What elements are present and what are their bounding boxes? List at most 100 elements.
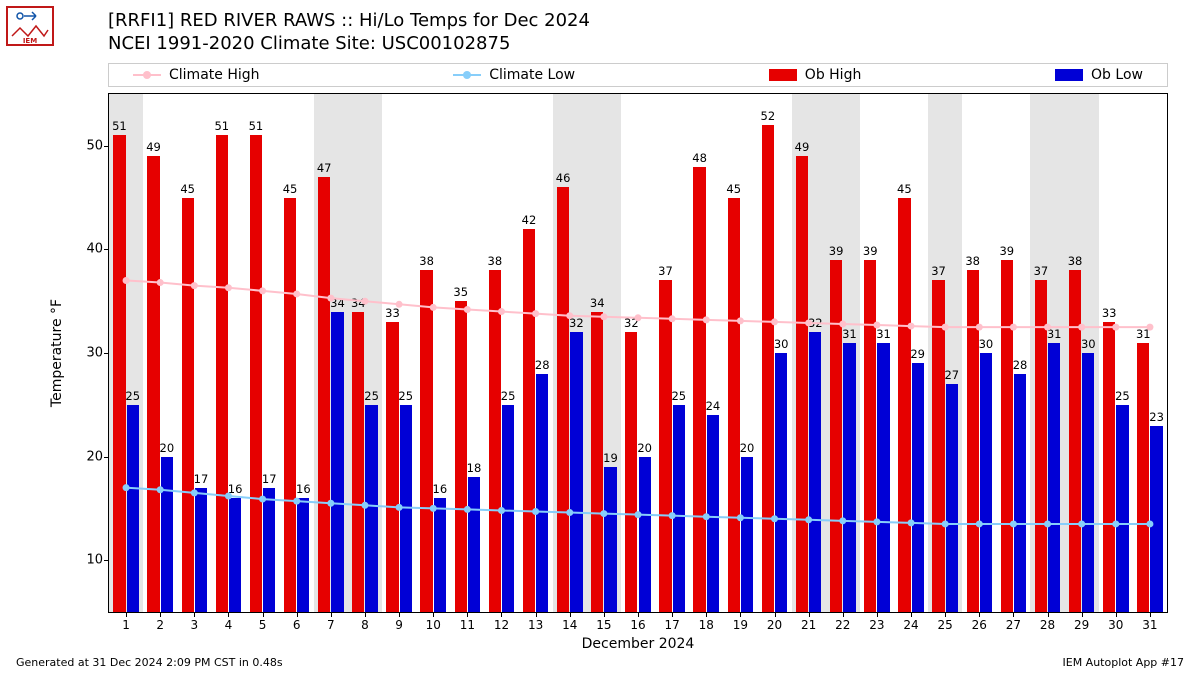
title-line-2: NCEI 1991-2020 Climate Site: USC00102875	[108, 33, 590, 56]
climate-low-marker	[737, 514, 744, 521]
climate-high-marker	[737, 317, 744, 324]
climate-high-marker	[1146, 324, 1153, 331]
x-tick	[365, 612, 366, 617]
climate-low-marker	[1078, 520, 1085, 527]
climate-high-marker	[908, 323, 915, 330]
x-tick	[945, 612, 946, 617]
climate-low-marker	[873, 518, 880, 525]
x-tick	[160, 612, 161, 617]
x-tick-label: 26	[972, 618, 987, 632]
climate-low-marker	[1146, 520, 1153, 527]
x-tick-label: 23	[869, 618, 884, 632]
legend-swatch-climate-low	[453, 74, 481, 76]
x-tick-label: 29	[1074, 618, 1089, 632]
x-tick	[263, 612, 264, 617]
x-tick	[1082, 612, 1083, 617]
chart-container: IEM [RRFI1] RED RIVER RAWS :: Hi/Lo Temp…	[0, 0, 1200, 675]
legend-climate-high: Climate High	[133, 67, 260, 83]
y-tick-label: 50	[86, 138, 103, 153]
climate-high-marker	[464, 306, 471, 313]
climate-high-marker	[839, 320, 846, 327]
x-tick	[672, 612, 673, 617]
climate-low-marker	[805, 516, 812, 523]
climate-low-marker	[1044, 520, 1051, 527]
climate-low-marker	[1010, 520, 1017, 527]
climate-high-marker	[600, 313, 607, 320]
x-tick-label: 2	[156, 618, 164, 632]
climate-low-marker	[327, 500, 334, 507]
title-line-1: [RRFI1] RED RIVER RAWS :: Hi/Lo Temps fo…	[108, 10, 590, 33]
climate-high-marker	[1010, 324, 1017, 331]
x-tick	[740, 612, 741, 617]
climate-low-marker	[430, 505, 437, 512]
climate-low-marker	[293, 498, 300, 505]
x-tick-label: 20	[767, 618, 782, 632]
climate-low-marker	[976, 520, 983, 527]
climate-high-marker	[566, 312, 573, 319]
climate-high-marker	[259, 287, 266, 294]
x-tick-label: 6	[293, 618, 301, 632]
x-tick	[536, 612, 537, 617]
climate-low-marker	[225, 492, 232, 499]
climate-high-marker	[293, 290, 300, 297]
legend-swatch-ob-high	[769, 69, 797, 81]
iem-logo: IEM	[6, 6, 54, 46]
x-tick-label: 22	[835, 618, 850, 632]
plot-area: Temperature °F December 2024 10203040501…	[108, 93, 1168, 613]
x-tick	[979, 612, 980, 617]
climate-low-marker	[635, 511, 642, 518]
climate-low-marker	[1112, 520, 1119, 527]
chart-title: [RRFI1] RED RIVER RAWS :: Hi/Lo Temps fo…	[108, 10, 590, 55]
y-tick-label: 20	[86, 449, 103, 464]
climate-low-marker	[703, 513, 710, 520]
climate-low-marker	[942, 520, 949, 527]
legend-label-ob-high: Ob High	[805, 67, 862, 83]
x-tick	[775, 612, 776, 617]
climate-high-marker	[976, 324, 983, 331]
x-tick-label: 12	[494, 618, 509, 632]
climate-low-marker	[600, 510, 607, 517]
x-tick-label: 7	[327, 618, 335, 632]
x-tick	[467, 612, 468, 617]
x-tick-label: 8	[361, 618, 369, 632]
legend: Climate High Climate Low Ob High Ob Low	[108, 63, 1168, 87]
climate-low-marker	[771, 515, 778, 522]
climate-high-marker	[873, 322, 880, 329]
climate-high-marker	[157, 279, 164, 286]
y-axis-label: Temperature °F	[49, 299, 65, 407]
legend-label-climate-low: Climate Low	[489, 67, 575, 83]
x-tick-label: 15	[596, 618, 611, 632]
climate-low-line	[126, 488, 1150, 524]
x-tick-label: 17	[664, 618, 679, 632]
climate-high-marker	[805, 319, 812, 326]
x-axis-label: December 2024	[582, 636, 695, 652]
climate-low-marker	[566, 509, 573, 516]
x-tick-label: 18	[699, 618, 714, 632]
x-tick-label: 3	[190, 618, 198, 632]
climate-low-marker	[908, 519, 915, 526]
climate-high-marker	[1078, 324, 1085, 331]
x-tick	[228, 612, 229, 617]
climate-high-marker	[703, 316, 710, 323]
x-tick-label: 21	[801, 618, 816, 632]
x-tick	[1116, 612, 1117, 617]
climate-high-marker	[532, 310, 539, 317]
climate-high-marker	[225, 284, 232, 291]
x-tick-label: 19	[733, 618, 748, 632]
x-tick	[501, 612, 502, 617]
x-tick-label: 28	[1040, 618, 1055, 632]
x-tick-label: 14	[562, 618, 577, 632]
x-tick	[843, 612, 844, 617]
x-tick	[399, 612, 400, 617]
x-tick-label: 31	[1142, 618, 1157, 632]
x-tick	[911, 612, 912, 617]
climate-high-marker	[123, 277, 130, 284]
climate-low-marker	[839, 517, 846, 524]
x-tick	[570, 612, 571, 617]
x-tick	[706, 612, 707, 617]
climate-low-marker	[464, 506, 471, 513]
x-tick-label: 10	[426, 618, 441, 632]
climate-low-marker	[532, 508, 539, 515]
x-tick	[297, 612, 298, 617]
climate-low-marker	[157, 486, 164, 493]
